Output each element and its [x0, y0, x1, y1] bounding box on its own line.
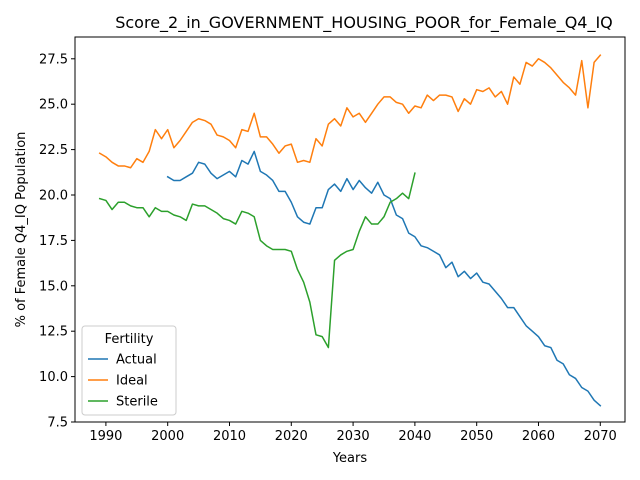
y-tick-label: 17.5	[39, 234, 68, 249]
series-line-actual	[166, 150, 602, 407]
y-tick-label: 25.0	[39, 98, 68, 113]
y-tick-label: 7.5	[47, 416, 68, 431]
y-tick-label: 15.0	[39, 279, 68, 294]
y-tick-label: 20.0	[39, 188, 68, 203]
x-tick-label: 2060	[522, 429, 555, 444]
legend-label-sterile: Sterile	[116, 395, 158, 410]
x-tick-label: 2030	[337, 429, 370, 444]
x-tick-label: 2040	[398, 429, 431, 444]
y-axis-ticks: 7.5 10.0 12.5 15.0 17.5 20.0 22.5 25.0 27.5	[39, 52, 75, 431]
legend: Fertility Actual Ideal Sterile	[81, 325, 177, 416]
chart-title: Score_2_in_GOVERNMENT_HOUSING_POOR_for_F…	[115, 13, 613, 33]
legend-title: Fertility	[105, 332, 154, 347]
legend-label-ideal: Ideal	[116, 374, 148, 389]
x-tick-label: 2050	[460, 429, 493, 444]
y-tick-label: 27.5	[39, 52, 68, 67]
legend-frame	[81, 325, 177, 416]
y-tick-label: 10.0	[39, 370, 68, 385]
x-tick-label: 2020	[275, 429, 308, 444]
x-axis-label: Years	[332, 451, 368, 466]
plot-frame	[74, 36, 626, 423]
legend-items: Actual Ideal Sterile	[88, 353, 158, 410]
x-tick-label: 1990	[89, 429, 122, 444]
y-tick-label: 12.5	[39, 325, 68, 340]
y-axis-label: % of Female Q4_IQ Population	[14, 132, 29, 328]
series-layer	[98, 54, 602, 407]
y-tick-label: 22.5	[39, 143, 68, 158]
legend-label-actual: Actual	[116, 353, 157, 368]
x-tick-label: 2070	[584, 429, 617, 444]
series-line-ideal	[98, 54, 602, 169]
x-axis-ticks: 1990 2000 2010 2020 2030 2040 2050 2060 2070	[89, 422, 617, 444]
series-line-sterile	[98, 172, 416, 349]
x-tick-label: 2000	[151, 429, 184, 444]
x-tick-label: 2010	[213, 429, 246, 444]
